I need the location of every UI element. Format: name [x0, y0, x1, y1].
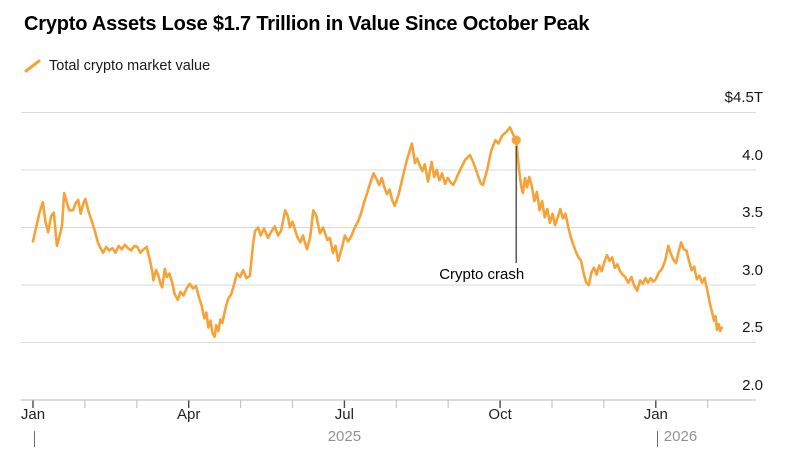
- year-divider: [657, 431, 659, 447]
- annotation-label: Crypto crash: [439, 266, 525, 283]
- y-axis-label: $4.5T: [724, 89, 763, 106]
- legend-label: Total crypto market value: [49, 58, 211, 74]
- x-axis-label: Jan: [20, 406, 46, 423]
- x-axis-label: Apr: [177, 406, 201, 423]
- market-value-line: [31, 126, 724, 339]
- y-axis-label: 2.0: [742, 376, 763, 394]
- crash-point-marker: [511, 135, 521, 145]
- year-label: 2026: [663, 428, 698, 445]
- y-axis-label: 3.0: [742, 261, 763, 279]
- x-axis-label: Jan: [643, 406, 668, 423]
- y-axis-label: 2.5: [742, 319, 763, 336]
- x-axis-label: Jul: [334, 406, 354, 423]
- year-divider: [33, 431, 35, 447]
- y-axis-label: 4.0: [742, 146, 763, 164]
- line-series-icon: [24, 59, 41, 73]
- x-axis-label: Oct: [488, 406, 512, 423]
- year-label: 2025: [327, 428, 362, 445]
- chart-title: Crypto Assets Lose $1.7 Trillion in Valu…: [24, 13, 590, 35]
- legend: Total crypto market value: [24, 58, 210, 74]
- y-axis-label: 3.5: [742, 204, 763, 221]
